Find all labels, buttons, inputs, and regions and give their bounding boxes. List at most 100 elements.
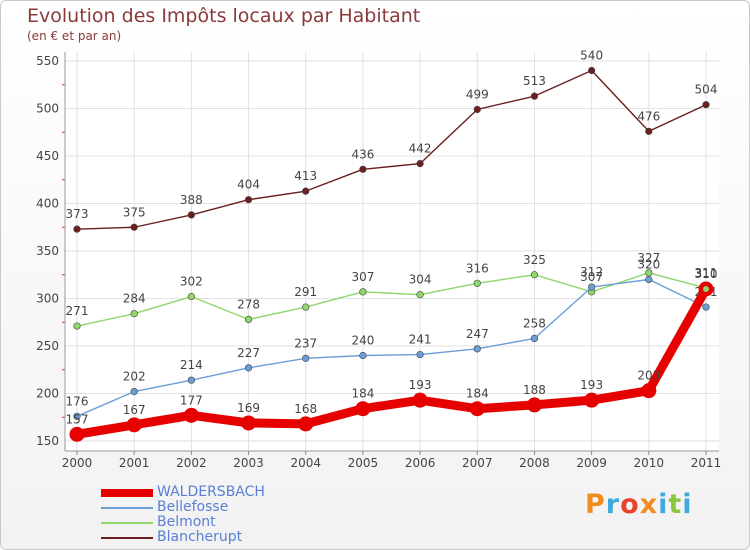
x-tick-label: 2005 [348,456,379,470]
x-tick-label: 2003 [233,456,264,470]
data-label: 404 [237,178,260,192]
data-label: 167 [123,403,146,417]
data-label: 184 [466,387,489,401]
data-point [302,354,310,362]
data-label: 476 [637,109,660,123]
data-point [244,364,253,372]
data-label: 176 [66,394,89,408]
data-point [244,196,253,204]
data-point [302,187,310,195]
data-label: 375 [123,205,146,219]
x-tick-label: 2004 [290,456,321,470]
data-point [473,105,481,114]
data-point [702,303,710,311]
data-label: 169 [237,401,260,415]
data-point [187,293,195,301]
data-point [355,401,371,417]
data-label: 203 [637,369,660,383]
data-label: 214 [180,358,203,372]
data-label: 202 [123,370,146,384]
data-label: 237 [294,336,317,350]
data-point [241,415,257,431]
data-point [416,160,424,168]
data-label: 227 [237,346,260,360]
data-label: 307 [580,270,603,284]
data-label: 327 [637,251,660,265]
x-tick-label: 2009 [576,456,607,470]
data-point [473,279,481,287]
data-label: 284 [123,292,146,306]
data-label: 193 [409,378,432,392]
data-point [645,127,653,135]
data-label: 271 [66,304,89,318]
data-point [530,334,539,343]
data-label: 241 [409,333,432,347]
logo-letter: i [682,489,693,520]
data-label: 442 [409,142,432,156]
data-label: 193 [580,378,603,392]
data-point [298,416,314,432]
x-tick-label: 2008 [519,456,550,470]
data-point [469,401,485,417]
legend-label: Bellefosse [157,499,229,515]
axes [62,52,719,455]
legend-label: WALDERSBACH [157,484,265,500]
data-point [73,225,81,233]
legend-item: Bellefosse [101,499,401,515]
data-label: 325 [523,253,546,267]
y-tick-label: 200 [36,387,59,401]
data-label: 177 [180,393,203,407]
y-tick-label: 550 [36,54,59,68]
data-point [359,288,367,296]
series-line-blancherupt [76,69,707,230]
data-label: 184 [351,387,374,401]
data-point [187,211,195,219]
data-label: 312 [580,265,603,279]
data-point [187,376,195,384]
data-label: 320 [637,258,660,272]
data-label: 168 [294,402,317,416]
data-point [526,397,542,413]
legend-label: Belmont [157,514,216,530]
data-point [183,407,199,423]
data-point [130,388,138,396]
y-tick-label: 350 [36,244,59,258]
data-label: 157 [66,412,89,426]
data-point [244,315,253,324]
data-point [584,392,600,408]
x-tick-label: 2000 [62,456,93,470]
chart-title: Evolution des Impôts locaux par Habitant [27,5,421,27]
logo-letter: o [620,489,640,520]
legend-label: Blancherupt [157,529,243,545]
data-label: 188 [523,383,546,397]
data-point [588,283,596,291]
data-point [702,101,710,109]
data-label: 247 [466,327,489,341]
x-tick-label: 2011 [691,456,722,470]
data-point [416,350,424,359]
series-line-waldersbach [72,284,711,439]
data-label: 388 [180,193,203,207]
legend-swatch [101,537,153,539]
data-label: 316 [466,261,489,275]
data-label: 302 [180,275,203,289]
logo-letter: r [605,489,621,520]
data-label: 278 [237,297,260,311]
y-tick-label: 400 [36,197,59,211]
data-label: 310 [695,267,718,281]
y-tick-label: 150 [36,434,59,448]
data-label: 373 [66,207,89,221]
data-point [130,223,138,231]
data-label: 307 [351,270,374,284]
data-label: 513 [523,74,546,88]
legend-item: Belmont [101,514,401,530]
series-line-bellefosse [76,278,707,417]
x-tick-label: 2006 [405,456,436,470]
chart-subtitle: (en € et par an) [27,29,122,43]
data-point [530,92,539,100]
data-point [302,303,310,311]
data-label: 540 [580,49,603,63]
y-tick-label: 500 [36,102,59,116]
legend-swatch [101,522,153,524]
